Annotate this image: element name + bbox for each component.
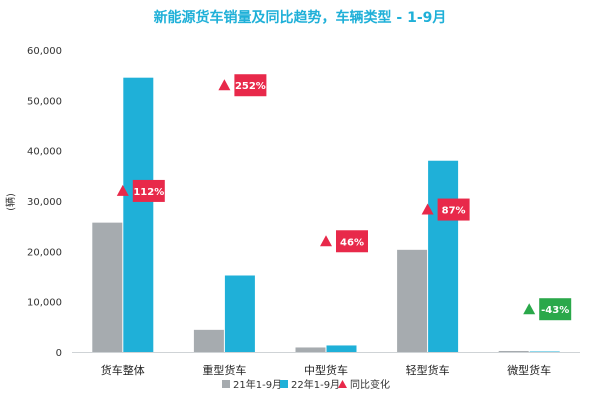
legend-entry: 21年1-9月 bbox=[233, 378, 282, 391]
yoy-label-box bbox=[539, 298, 572, 321]
y-tick-label: 60,000 bbox=[27, 46, 62, 57]
legend-entry: 22年1-9月 bbox=[291, 378, 340, 391]
legend: 21年1-9月 22年1-9月 同比变化 bbox=[222, 378, 390, 391]
yoy-label: 46% bbox=[340, 237, 364, 248]
legend-swatch bbox=[280, 380, 288, 388]
x-tick-label: 轻型货车 bbox=[406, 363, 450, 377]
yoy-annotations: 112% 252% 46% 87% -43% bbox=[116, 74, 572, 321]
bar bbox=[224, 275, 255, 352]
x-tick-label: 微型货车 bbox=[507, 363, 551, 377]
yoy-label: -43% bbox=[541, 305, 569, 316]
legend-entry: 同比变化 bbox=[350, 378, 390, 391]
bar bbox=[428, 160, 459, 352]
x-tick-label: 中型货车 bbox=[304, 363, 348, 377]
bar bbox=[498, 350, 529, 352]
bar bbox=[295, 347, 326, 352]
y-tick-label: 0 bbox=[56, 348, 62, 359]
legend-swatch bbox=[222, 380, 230, 388]
x-axis: 货车整体 重型货车 中型货车 轻型货车 微型货车 bbox=[72, 352, 580, 377]
yoy-marker bbox=[116, 184, 129, 196]
bar bbox=[326, 345, 357, 352]
y-tick-label: 40,000 bbox=[27, 147, 62, 158]
chart-title: 新能源货车销量及同比趋势，车辆类型 - 1-9月 bbox=[154, 9, 447, 26]
bar bbox=[92, 222, 123, 352]
bar bbox=[123, 77, 154, 352]
y-axis-label: (辆) bbox=[4, 193, 17, 211]
yoy-label: 252% bbox=[235, 81, 266, 92]
y-tick-label: 50,000 bbox=[27, 96, 62, 107]
legend-swatch bbox=[338, 380, 347, 388]
yoy-label-box bbox=[234, 74, 267, 97]
x-tick-label: 货车整体 bbox=[101, 363, 145, 377]
yoy-label-box bbox=[336, 230, 368, 253]
yoy-label-box bbox=[132, 179, 165, 202]
y-axis: 0 10,000 20,000 30,000 40,000 50,000 60,000 bbox=[27, 46, 62, 359]
y-tick-label: 10,000 bbox=[27, 298, 62, 309]
bars bbox=[92, 77, 560, 352]
y-tick-label: 20,000 bbox=[27, 247, 62, 258]
yoy-label-box bbox=[437, 198, 470, 221]
yoy-label: 87% bbox=[442, 206, 466, 217]
yoy-label: 112% bbox=[133, 187, 164, 198]
yoy-marker bbox=[523, 303, 536, 315]
y-tick-label: 30,000 bbox=[27, 197, 62, 208]
yoy-marker bbox=[320, 235, 332, 247]
bar bbox=[397, 249, 428, 352]
bar bbox=[193, 329, 224, 352]
yoy-marker bbox=[218, 79, 231, 91]
bar bbox=[529, 351, 560, 352]
x-tick-label: 重型货车 bbox=[202, 363, 246, 377]
yoy-marker bbox=[421, 203, 434, 215]
